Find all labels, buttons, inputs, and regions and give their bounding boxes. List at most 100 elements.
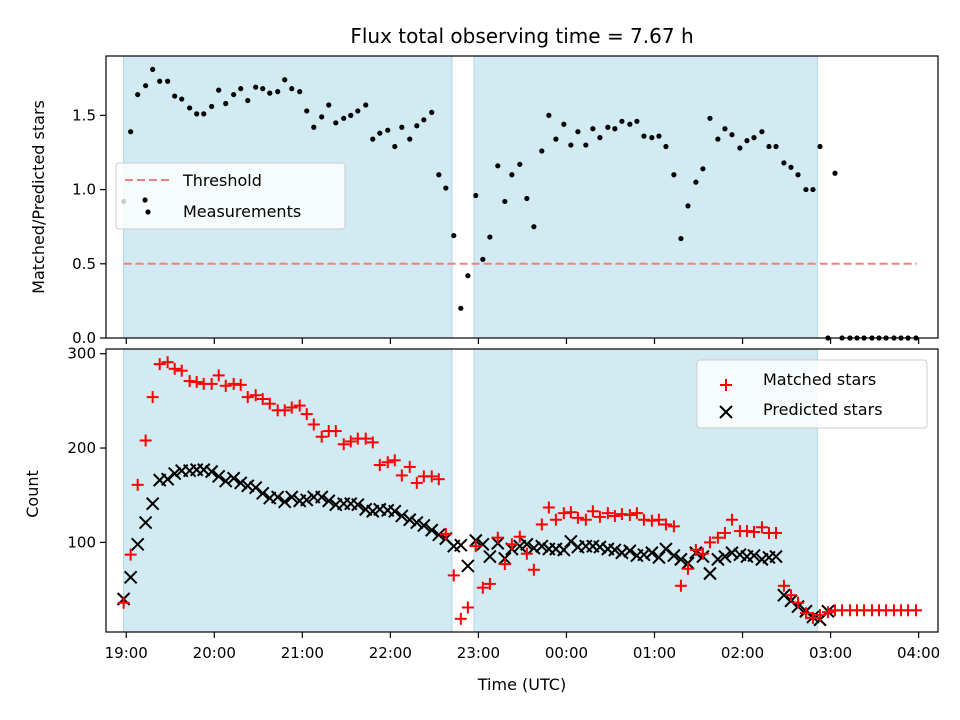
bottom-x-ticks: 19:00 20:00 21:00 22:00 23:00 00:00 01:00 02:00… — [105, 632, 940, 662]
measurement-point — [304, 108, 310, 114]
matched-star-point — [432, 473, 445, 486]
measurement-point — [326, 102, 332, 108]
matched-star-point — [483, 577, 496, 590]
measurement-point — [355, 108, 361, 114]
matched-star-point — [821, 606, 834, 619]
measurement-point — [253, 84, 259, 90]
measurement-point — [553, 136, 559, 142]
matched-star-point — [549, 513, 562, 526]
matched-star-point — [498, 558, 511, 571]
measurement-point — [421, 117, 427, 123]
x-tick-label: 03:00 — [809, 644, 852, 662]
predicted-star-point — [535, 539, 549, 553]
matched-star-point — [153, 358, 166, 371]
x-tick-label: 20:00 — [193, 644, 236, 662]
top-legend: Threshold Measurements — [115, 162, 346, 230]
measurement-point — [473, 192, 479, 199]
chart-title: Flux total observing time = 7.67 h — [350, 24, 693, 48]
measurement-point — [495, 163, 501, 169]
matched-star-point — [337, 438, 350, 451]
measurement-point — [414, 123, 420, 129]
matched-star-point — [799, 607, 812, 620]
measurement-point — [583, 142, 589, 148]
measurement-point — [502, 198, 508, 205]
top-x-ticks — [125, 338, 920, 344]
predicted-star-point — [226, 471, 241, 485]
measurement-point — [715, 136, 721, 142]
measurement-point — [377, 130, 383, 136]
matched-star-point — [593, 510, 606, 523]
predicted-star-point — [769, 549, 783, 564]
predicted-star-point — [461, 559, 475, 573]
measurement-point — [260, 86, 266, 92]
top-plot-frame — [105, 55, 939, 339]
matched-star-point — [586, 505, 599, 518]
x-tick-label: 23:00 — [457, 644, 500, 662]
predicted-star-point — [476, 537, 490, 551]
matched-star-point — [630, 507, 643, 520]
measurement-point — [693, 179, 699, 185]
legend-threshold-label: Threshold — [182, 171, 262, 190]
matched-star-point — [439, 527, 452, 540]
matched-star-point — [307, 418, 320, 431]
matched-star-point — [124, 548, 137, 561]
predicted-star-point — [432, 528, 446, 542]
bottom-y-axis-label: Count — [23, 470, 42, 518]
predicted-star-point — [593, 540, 607, 554]
matched-star-point — [718, 526, 731, 539]
matched-star-point — [366, 436, 379, 449]
measurement-point — [575, 129, 581, 135]
measurement-point — [451, 232, 457, 239]
measurement-point — [363, 102, 369, 108]
matched-star-point — [410, 476, 423, 489]
predicted-star-point — [300, 493, 314, 507]
predicted-star-point — [403, 513, 417, 527]
matched-star-point — [770, 526, 783, 539]
measurement-point — [436, 172, 442, 178]
predicted-star-point — [395, 509, 409, 523]
predicted-star-point — [425, 523, 439, 537]
measurement-point — [150, 66, 156, 72]
predicted-star-point — [674, 552, 688, 567]
top-y-axis-label: Matched/Predicted stars — [29, 100, 48, 294]
predicted-star-point — [138, 515, 153, 530]
matched-star-point — [241, 391, 254, 404]
matched-star-point — [564, 506, 577, 519]
bottom-legend-box — [696, 359, 928, 429]
predicted-star-point — [623, 544, 637, 558]
matched-star-point — [344, 435, 357, 448]
predicted-star-point — [388, 504, 402, 518]
matched-star-point — [293, 399, 306, 412]
matched-star-point — [190, 376, 203, 389]
measurement-point — [223, 100, 229, 107]
x-tick-label: 00:00 — [545, 644, 588, 662]
matched-star-point — [520, 547, 533, 560]
measurement-point — [773, 143, 779, 150]
legend-measurements-swatch-dot-2 — [145, 209, 151, 215]
measurement-point — [707, 115, 713, 121]
measurement-point — [766, 143, 772, 150]
predicted-star-point — [233, 476, 248, 490]
matched-star-point — [139, 434, 152, 447]
matched-star-point — [513, 530, 526, 543]
matched-star-point — [117, 596, 130, 609]
legend-measurements-label: Measurements — [183, 202, 301, 221]
matched-star-point — [623, 509, 636, 522]
measurement-point — [216, 87, 222, 93]
predicted-star-point — [520, 537, 534, 551]
measurement-point — [201, 111, 207, 117]
measurement-point — [297, 89, 303, 95]
top-legend-box — [115, 162, 346, 230]
predicted-star-point — [747, 548, 761, 563]
predicted-star-point — [130, 537, 145, 551]
measurement-point — [238, 86, 244, 92]
bottom-y-tick-label: 300 — [67, 345, 96, 363]
measurement-point — [788, 164, 794, 170]
top-y-tick-label: 0.5 — [72, 255, 96, 273]
matched-star-point — [329, 425, 342, 438]
predicted-star-point — [145, 496, 160, 511]
matched-star-point — [703, 536, 716, 549]
measurement-point — [722, 126, 728, 132]
measurement-point — [612, 126, 618, 132]
matched-star-point — [161, 356, 174, 369]
